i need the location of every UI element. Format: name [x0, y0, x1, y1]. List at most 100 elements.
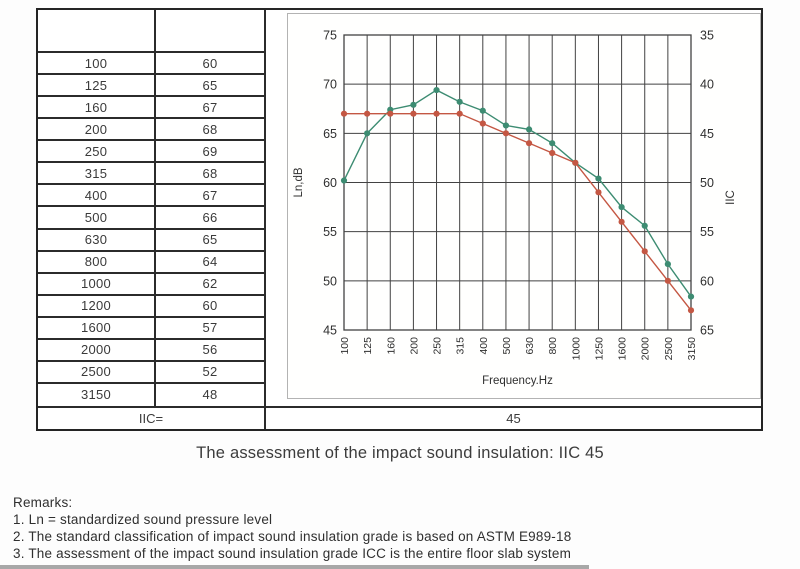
x-axis-tick: 800 [547, 337, 559, 355]
IIC-reference-contour-point [687, 307, 695, 314]
measured-Ln-point [618, 203, 625, 211]
IIC-reference-contour-line [344, 112, 692, 311]
value-cell: 69 [156, 141, 264, 164]
y-axis-left-tick: 50 [323, 274, 337, 288]
value-cell: 67 [156, 97, 264, 120]
x-axis-tick: 400 [478, 337, 490, 355]
table-header-frequency-cell [38, 10, 156, 53]
x-axis-tick: 1250 [593, 337, 605, 361]
y-axis-left-tick: 45 [323, 324, 337, 338]
measured-Ln-point [549, 140, 556, 147]
IIC-reference-contour-point [618, 218, 625, 225]
remark-line-3: 3. The assessment of the impact sound in… [13, 546, 572, 561]
value-cell: 66 [156, 207, 264, 230]
value-cell: 56 [156, 340, 264, 362]
x-axis-tick: 315 [455, 337, 467, 355]
IIC-reference-contour-point [364, 110, 371, 117]
value-cell: 60 [156, 53, 264, 76]
frequency-cell: 250 [38, 141, 156, 164]
value-cell: 52 [156, 362, 264, 384]
IIC-reference-contour-point [664, 277, 671, 284]
y-axis-right-tick: 65 [700, 324, 714, 338]
iic-value-cell: 45 [266, 406, 761, 429]
IIC-reference-contour-point [410, 110, 417, 117]
remarks-title: Remarks: [13, 495, 73, 510]
cropped-bottom-element-edge [0, 565, 589, 569]
frequency-cell: 2000 [38, 339, 156, 362]
y-axis-left-title: Ln,dB [293, 167, 305, 197]
x-axis-tick: 3150 [686, 337, 698, 361]
value-cell: 67 [156, 185, 264, 208]
IIC-reference-contour-point [549, 149, 556, 157]
frequency-cell: 100 [38, 53, 156, 76]
y-axis-right-title: IIC [725, 190, 737, 205]
y-axis-right-tick: 55 [700, 225, 714, 239]
value-cell: 62 [156, 274, 264, 296]
measured-Ln-point [595, 175, 602, 182]
chart-container: 75 35 70 40 65 45 60 50 55 55 50 60 45 65 100 125 160 200… [287, 13, 761, 399]
IIC-reference-contour-point [502, 130, 510, 137]
x-axis-tick: 1000 [570, 337, 582, 361]
y-axis-left-tick: 60 [323, 176, 337, 190]
chart-cell: 75 35 70 40 65 45 60 50 55 55 50 60 45 65 100 125 160 200… [266, 10, 761, 406]
frequency-cell: 800 [38, 251, 156, 274]
y-axis-left-tick: 55 [323, 225, 337, 239]
IIC-reference-contour-point [641, 248, 648, 255]
x-axis-tick: 2500 [663, 337, 675, 361]
frequency-value-table: 100 60 125 65 160 67 200 68 250 69 315 68 400 67 500 66… [38, 10, 266, 406]
x-axis-tick: 2000 [640, 337, 652, 361]
x-axis-tick: 500 [501, 337, 513, 355]
y-axis-right-tick: 40 [700, 78, 714, 92]
x-axis-tick: 250 [432, 337, 444, 355]
x-axis-tick: 200 [408, 337, 420, 355]
frequency-cell: 630 [38, 229, 156, 252]
measured-Ln-point [410, 101, 417, 108]
measured-Ln-point [479, 107, 486, 114]
value-cell: 65 [156, 75, 264, 98]
frequency-cell: 1000 [38, 273, 156, 296]
x-axis-tick: 100 [339, 337, 351, 355]
IIC-reference-contour-point [340, 110, 348, 117]
y-axis-right-tick: 60 [700, 274, 714, 288]
frequency-cell: 200 [38, 119, 156, 142]
IIC-reference-contour-point [525, 140, 533, 147]
IIC-reference-contour-point [456, 110, 463, 117]
table-header-value-cell [156, 10, 264, 53]
y-axis-right-tick: 45 [700, 127, 714, 141]
y-axis-left-tick: 75 [323, 29, 337, 43]
remark-line-2: 2. The standard classification of impact… [13, 529, 572, 544]
remark-line-1: 1. Ln = standardized sound pressure leve… [13, 512, 273, 527]
assessment-caption: The assessment of the impact sound insul… [196, 444, 604, 462]
measured-Ln-point [340, 177, 348, 184]
x-axis-tick: 630 [524, 337, 536, 355]
value-cell: 57 [156, 318, 264, 340]
y-axis-left-tick: 70 [323, 78, 337, 92]
measured-Ln-point [502, 122, 510, 129]
x-axis-tick: 125 [362, 337, 374, 355]
measured-Ln-point [364, 130, 371, 137]
measured-Ln-point [664, 261, 671, 268]
y-axis-right-tick: 50 [700, 176, 714, 190]
frequency-cell: 500 [38, 207, 156, 230]
x-axis-title: Frequency.Hz [482, 375, 553, 387]
frequency-cell: 1600 [38, 317, 156, 340]
iic-label-cell: IIC= [38, 406, 266, 429]
remarks-block: Remarks: 1. Ln = standardized sound pres… [13, 494, 571, 562]
IIC-reference-contour-point [572, 159, 579, 166]
IIC-reference-contour-point [479, 120, 486, 127]
value-cell: 65 [156, 230, 264, 252]
y-axis-left-tick: 65 [323, 127, 337, 141]
IIC-reference-contour-point [595, 189, 602, 196]
impact-sound-chart: 75 35 70 40 65 45 60 50 55 55 50 60 45 65 100 125 160 200… [293, 29, 737, 388]
value-cell: 48 [202, 387, 218, 403]
y-axis-right-tick: 35 [700, 29, 714, 43]
frequency-cell: 125 [38, 75, 156, 98]
frequency-cell: 2500 [38, 361, 156, 384]
value-cell: 64 [156, 252, 264, 274]
frequency-cell: 315 [38, 163, 156, 186]
frequency-cell: 3150 [38, 383, 156, 406]
frequency-cell: 400 [38, 185, 156, 208]
frequency-cell: 160 [38, 97, 156, 120]
value-cell: 68 [156, 119, 264, 142]
measured-Ln-point [525, 126, 533, 133]
